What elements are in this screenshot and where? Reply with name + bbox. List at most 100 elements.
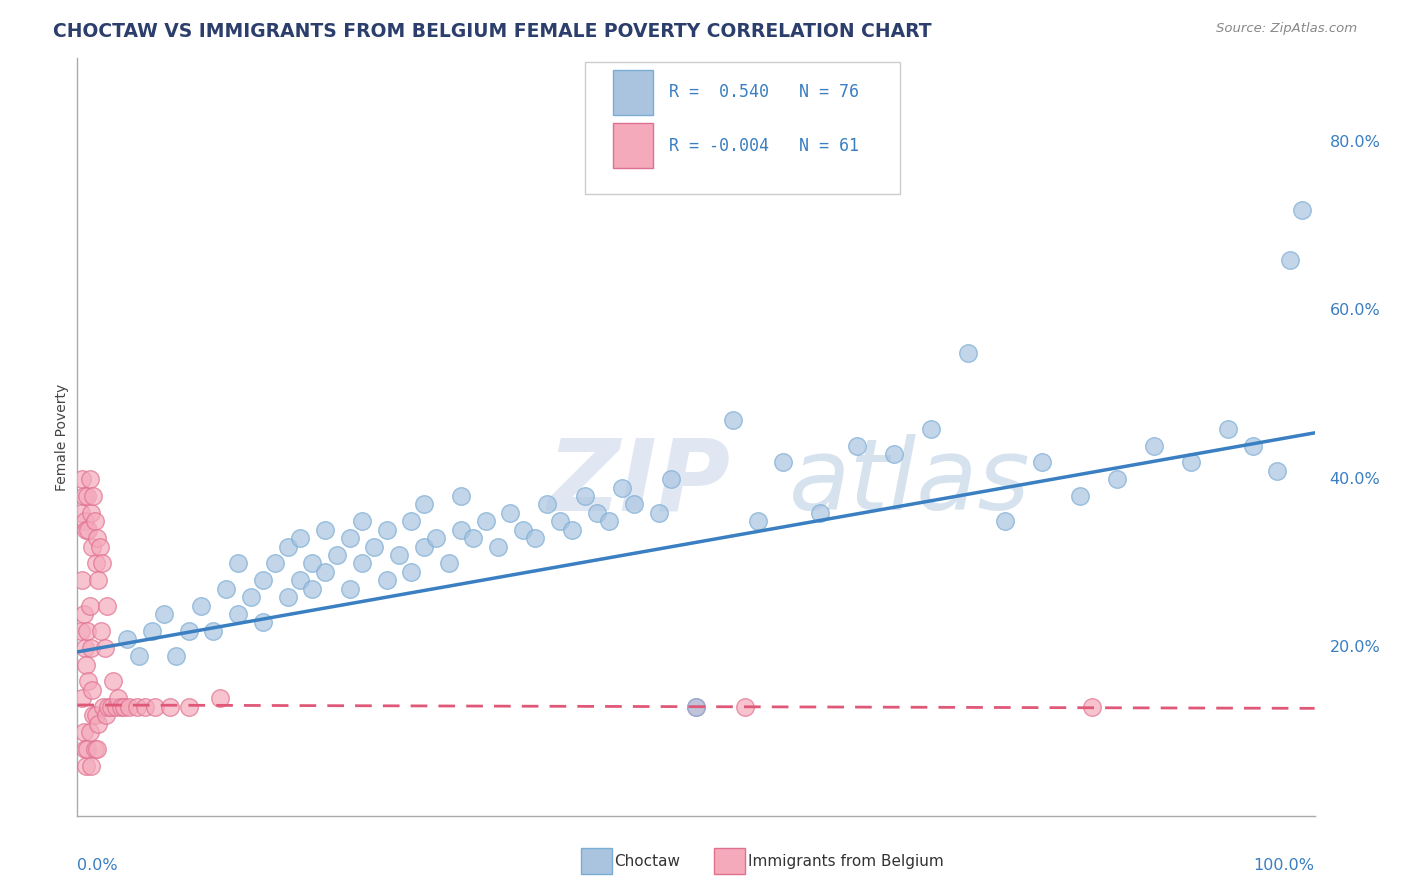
Point [685,699,707,714]
Point [301,582,323,596]
Point [86,741,108,756]
Point [226,557,249,571]
Point [994,514,1017,528]
Text: ZIP: ZIP [547,434,731,531]
Point [363,540,385,554]
Point [90,624,112,638]
Point [79,472,101,486]
Point [524,531,547,545]
Point [70,624,93,638]
Point [1105,472,1128,486]
Point [1267,464,1289,478]
Point [623,498,645,512]
Point [91,699,114,714]
Point [118,699,141,714]
Point [548,514,571,528]
Point [314,523,336,537]
Point [339,582,361,596]
Text: Source: ZipAtlas.com: Source: ZipAtlas.com [1216,22,1357,36]
Point [72,725,94,739]
Point [87,574,110,588]
Point [215,582,238,596]
Text: 100.0%: 100.0% [1254,858,1315,873]
Point [574,489,596,503]
Point [80,506,103,520]
Point [252,574,274,588]
Point [401,565,423,579]
Point [277,590,299,604]
Point [474,514,496,528]
Point [91,557,114,571]
Point [77,523,100,537]
Point [1291,202,1313,217]
Point [301,557,323,571]
Point [103,674,125,689]
Point [104,699,127,714]
Point [463,531,485,545]
Point [190,599,212,613]
Point [734,699,756,714]
Point [165,649,187,664]
Point [80,758,103,772]
Text: atlas: atlas [789,434,1031,531]
FancyBboxPatch shape [585,62,900,194]
Point [70,506,93,520]
Point [72,489,94,503]
Point [112,699,135,714]
Point [610,481,633,495]
Point [1143,438,1166,452]
Point [326,548,349,562]
Point [388,548,411,562]
Point [89,540,111,554]
Point [772,455,794,469]
Point [747,514,769,528]
Point [1241,438,1264,452]
Point [659,472,682,486]
Point [202,624,225,638]
Point [159,699,181,714]
Text: R = -0.004   N = 61: R = -0.004 N = 61 [669,136,859,154]
Point [561,523,583,537]
Text: R =  0.540   N = 76: R = 0.540 N = 76 [669,84,859,102]
Point [72,472,94,486]
Point [721,413,744,427]
Text: 80.0%: 80.0% [1330,135,1381,150]
Point [808,506,831,520]
Text: 60.0%: 60.0% [1330,303,1381,318]
Point [82,489,104,503]
Point [75,758,97,772]
Point [97,699,120,714]
Point [375,523,398,537]
Point [412,540,434,554]
Point [110,699,132,714]
Point [350,557,373,571]
Point [96,599,118,613]
Point [82,540,104,554]
Point [177,699,200,714]
Point [252,615,274,630]
Point [80,640,103,655]
Point [83,741,105,756]
Text: Immigrants from Belgium: Immigrants from Belgium [748,855,943,869]
Point [82,708,104,723]
Point [143,699,166,714]
Point [76,489,98,503]
Point [84,708,107,723]
FancyBboxPatch shape [613,123,652,168]
Point [264,557,287,571]
Point [128,649,150,664]
Point [73,741,96,756]
Point [141,624,163,638]
Point [226,607,249,621]
Point [134,699,156,714]
Point [648,506,671,520]
Point [412,498,434,512]
Point [239,590,262,604]
Point [1180,455,1202,469]
Point [375,574,398,588]
Point [512,523,534,537]
Point [957,346,980,360]
Point [153,607,176,621]
Point [685,699,707,714]
Point [115,632,138,647]
